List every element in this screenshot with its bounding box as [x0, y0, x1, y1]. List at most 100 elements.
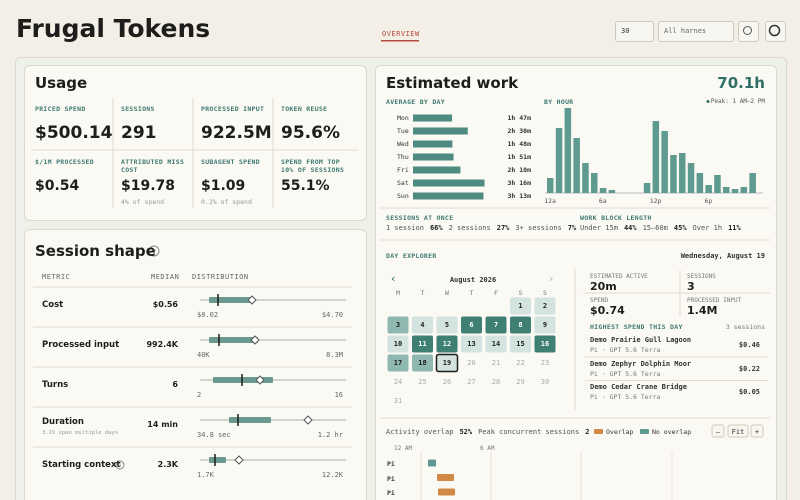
day-number[interactable]: 13 [467, 340, 476, 348]
zoom-label[interactable]: + [754, 428, 760, 436]
day-cell[interactable] [387, 316, 409, 334]
range-select[interactable] [615, 21, 654, 42]
day-number[interactable]: 7 [493, 321, 499, 329]
harness-select[interactable] [658, 21, 734, 42]
day-cell[interactable] [510, 335, 531, 353]
session-name[interactable]: Demo Zephyr Dolphin Moor [590, 359, 692, 368]
zoom-label[interactable]: – [715, 428, 721, 436]
day-cell[interactable] [534, 316, 556, 334]
day-number[interactable]: 26 [442, 378, 452, 386]
day-label: Sun [397, 192, 409, 200]
day-number[interactable]: 25 [418, 378, 427, 386]
day-number[interactable]: 11 [418, 340, 427, 348]
day-number[interactable]: 4 [420, 321, 425, 329]
day-number[interactable]: 18 [418, 359, 427, 367]
day-cell[interactable] [534, 335, 556, 353]
day-number[interactable]: 1 [518, 302, 523, 310]
zoom-button[interactable] [750, 424, 764, 438]
session-model: Pi · GPT 5.6 Terra [590, 393, 661, 401]
day-number[interactable]: 5 [444, 321, 450, 329]
session-name[interactable]: Demo Cedar Crane Bridge [590, 383, 687, 391]
stat-label: SPEND [590, 297, 609, 304]
day-cell[interactable] [485, 335, 507, 353]
range-max: 16 [334, 391, 343, 399]
breakdown-label: Over 1h [692, 224, 723, 232]
day-number[interactable]: 12 [442, 340, 452, 348]
day-cell[interactable] [412, 354, 433, 372]
day-cell[interactable] [387, 354, 409, 372]
day-cell[interactable] [436, 335, 458, 353]
day-number[interactable]: 22 [516, 359, 525, 367]
breakdown-value: 11% [728, 224, 741, 232]
legend-label: No overlap [652, 428, 692, 436]
day-number[interactable]: 29 [516, 378, 525, 386]
day-number[interactable]: 19 [442, 359, 452, 367]
metric-label: SPEND FROM TOP 10% OF SESSIONS [281, 158, 345, 174]
overlap-label: Activity overlap [386, 428, 454, 436]
day-number[interactable]: 10 [393, 340, 403, 348]
usage-card [24, 65, 367, 221]
day-cell[interactable] [387, 335, 409, 353]
stat-label: SESSIONS [687, 273, 716, 280]
metric-name: Cost [42, 300, 64, 310]
day-cell[interactable] [461, 316, 482, 334]
section-title: WORK BLOCK LENGTH [580, 214, 652, 222]
day-cell[interactable] [461, 335, 482, 353]
day-number[interactable]: 3 [395, 321, 401, 329]
zoom-label[interactable]: Fit [731, 428, 745, 436]
day-number[interactable]: 16 [540, 340, 550, 348]
github-button[interactable] [765, 21, 786, 42]
day-number[interactable]: 17 [393, 359, 403, 367]
day-cell[interactable] [510, 316, 531, 334]
session-name[interactable]: Demo Prairie Gull Lagoon [590, 336, 692, 344]
bar [599, 188, 607, 193]
day-number[interactable]: 8 [518, 321, 523, 329]
day-number[interactable]: 21 [491, 359, 501, 367]
breakdown-label: 3+ sessions [515, 224, 562, 232]
day-cell[interactable] [412, 316, 433, 334]
day-cell[interactable] [534, 297, 556, 315]
bar [723, 187, 730, 193]
day-number[interactable]: 15 [516, 340, 525, 348]
overview-tab[interactable]: OVERVIEW [382, 30, 420, 38]
day-number[interactable]: 27 [467, 378, 476, 386]
day-cell[interactable] [510, 297, 531, 315]
bar [749, 173, 756, 193]
day-number[interactable]: 28 [491, 378, 501, 386]
day-number[interactable]: 20 [467, 359, 476, 367]
bar [696, 173, 704, 193]
day-cell[interactable] [435, 353, 459, 373]
bar [582, 163, 589, 193]
share-button[interactable] [738, 21, 759, 42]
time-label: 12 AM [394, 445, 413, 452]
day-number[interactable]: 24 [393, 378, 403, 386]
metric-label: $/1M PROCESSED [35, 158, 94, 166]
day-number[interactable]: 23 [540, 359, 550, 367]
hour-label: 12a [544, 197, 556, 205]
day-number[interactable]: 6 [469, 321, 474, 329]
day-number[interactable]: 9 [542, 321, 548, 329]
day-number[interactable]: 2 [542, 302, 548, 310]
day-number[interactable]: 14 [491, 340, 501, 348]
day-number[interactable]: 30 [540, 378, 550, 386]
day-cell[interactable] [485, 316, 507, 334]
bar [547, 178, 554, 193]
metric-note: 3.1% span multiple days [42, 430, 119, 436]
value-label: 2h 10m [507, 166, 531, 174]
zoom-button[interactable] [711, 424, 725, 438]
month-label: August 2026 [449, 276, 497, 284]
zoom-button[interactable] [727, 424, 749, 438]
overlap-summary: Activity overlap 52% Peak concurrent sessi… [386, 427, 589, 437]
bar [573, 138, 580, 193]
day-cell[interactable] [412, 335, 433, 353]
bar [591, 173, 598, 193]
metric-value: 55.1% [281, 178, 330, 194]
next-month[interactable]: › [549, 272, 554, 285]
day-number[interactable]: 31 [393, 397, 403, 405]
day-cell[interactable] [436, 316, 458, 334]
help-mark[interactable]: ? [151, 248, 157, 256]
peak-note: Peak: 1 AM–2 PM [710, 98, 765, 105]
median-value: 6 [172, 380, 178, 389]
help-icon [148, 245, 160, 257]
prev-month[interactable]: ‹ [391, 272, 396, 285]
